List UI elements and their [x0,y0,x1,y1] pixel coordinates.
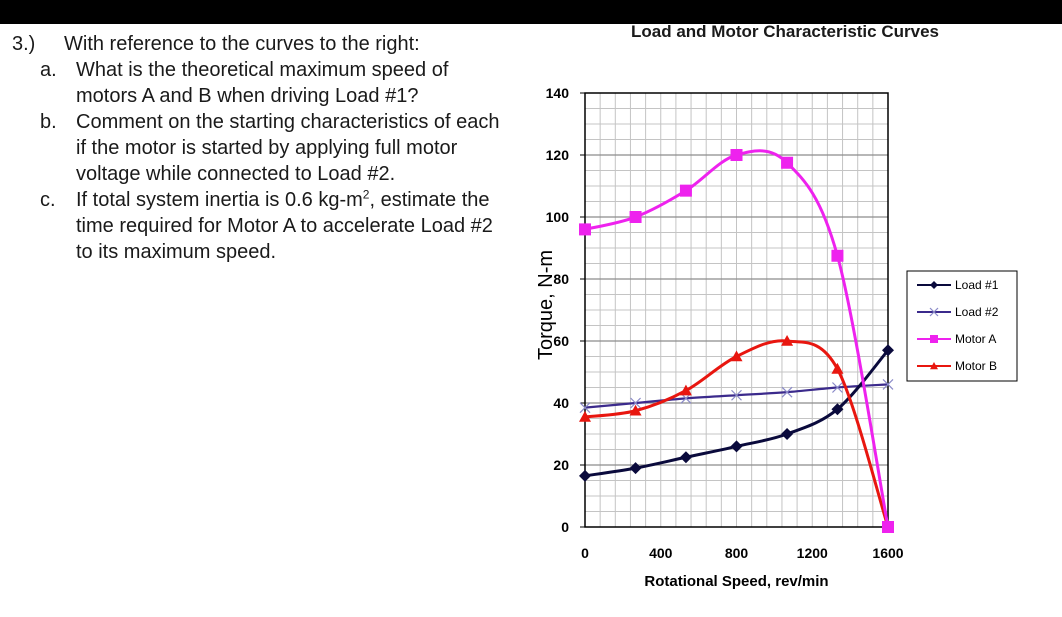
series-layer [579,149,894,533]
data-point-square [579,223,591,236]
data-point-triangle [679,384,692,396]
data-point-triangle [831,362,844,374]
question-prompt: With reference to the curves to the righ… [64,33,420,55]
question-header: 3.) With reference to the curves to the … [12,31,512,57]
x-axis-label: Rotational Speed, rev/min [644,573,828,590]
data-point-diamond [629,462,642,475]
x-tick-label: 1600 [872,545,903,561]
data-point-x [630,397,641,409]
legend-label: Motor B [955,359,997,373]
data-point-square [679,184,692,197]
data-point-diamond [831,403,844,416]
item-text: What is the theoretical maximum speed of… [76,59,449,107]
data-point-diamond [730,440,743,453]
item-letter: c. [40,189,56,211]
item-letter: b. [40,111,57,133]
tick-labels: 0 20 40 60 80 100 120 140 0 400 800 1200 1600 [546,85,904,561]
item-superscript: 2 [362,187,370,202]
data-point-x [832,382,843,393]
item-text-part: If total system inertia is 0.6 kg-m [76,189,363,211]
top-bar [0,0,1062,24]
question-item-a: a. What is the theoretical maximum speed… [40,57,512,109]
legend-label: Load #1 [955,278,999,292]
y-tick-label: 0 [561,519,569,535]
y-tick-label: 140 [546,85,570,101]
data-point-triangle [730,350,743,362]
data-point-diamond [781,428,794,440]
data-point-diamond [579,469,591,482]
data-point-x-stroke [630,397,641,409]
data-point-diamond [882,344,894,357]
data-point-x-stroke [832,382,843,393]
data-point-x [929,307,939,317]
data-point-triangle [579,410,591,422]
data-point-square [781,156,794,169]
data-point-diamond [679,451,692,464]
y-tick-label: 120 [546,147,570,163]
data-point-triangle [781,335,794,346]
item-text-part: , estimate the time required for Motor A… [76,189,493,263]
data-point-x-stroke [929,307,939,317]
data-point-square [730,149,743,161]
data-point-x-stroke [731,389,742,401]
data-point-triangle [629,404,642,416]
data-point-x [579,402,591,414]
question-item-b: b. Comment on the starting characteristi… [40,109,512,187]
y-tick-label: 80 [553,271,569,287]
item-text: If total system inertia is 0.6 kg-m2, es… [76,187,512,265]
data-point-square [882,521,894,533]
plot-frame [584,92,889,528]
data-point-square [930,335,938,343]
data-point-x-stroke [882,378,894,390]
data-point-x-stroke [579,402,591,414]
data-point-x [882,378,894,390]
data-point-x-stroke [781,386,793,398]
data-point-triangle [930,362,938,370]
question-block: 3.) With reference to the curves to the … [12,31,512,265]
data-point-square [629,211,642,223]
y-tick-label: 100 [546,209,570,225]
x-tick-label: 0 [581,545,589,561]
series-line-motor-a [584,149,890,528]
item-text: Comment on the starting characteristics … [76,111,500,185]
x-tick-label: 400 [649,545,673,561]
item-letter: a. [40,59,57,81]
x-tick-label: 1200 [797,545,828,561]
y-tick-label: 20 [553,457,569,473]
y-tick-label: 60 [553,333,569,349]
data-point-square [831,249,844,262]
data-point-x [781,386,793,398]
y-axis-label: Torque, N-m [535,250,557,360]
chart-title: Load and Motor Characteristic Curves [631,22,939,41]
data-point-diamond [930,281,938,289]
x-tick-label: 800 [725,545,749,561]
legend-label: Motor A [955,332,996,346]
legend: Load #1 Load #2 Motor A Motor B [906,270,1018,382]
question-number: 3.) [12,33,36,55]
y-tick-label: 40 [553,395,569,411]
legend-box [906,270,1018,382]
legend-label: Load #2 [955,305,999,319]
question-item-c: c. If total system inertia is 0.6 kg-m2,… [40,187,512,265]
data-point-x [731,389,742,401]
